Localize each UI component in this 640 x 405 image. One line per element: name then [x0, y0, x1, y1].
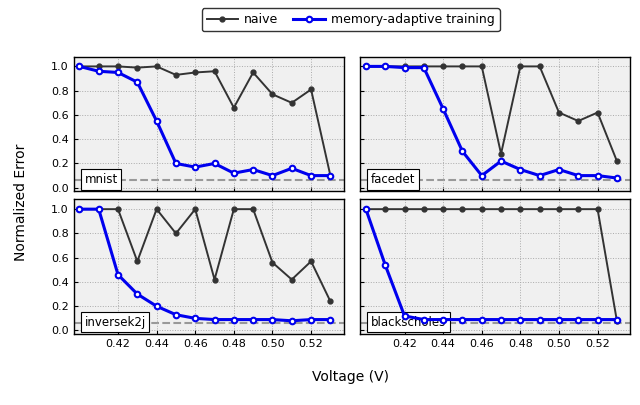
Text: facedet: facedet	[371, 173, 415, 186]
Legend: naive, memory-adaptive training: naive, memory-adaptive training	[202, 8, 500, 31]
Text: mnist: mnist	[84, 173, 118, 186]
Text: inversek2j: inversek2j	[84, 316, 146, 329]
Text: Normalized Error: Normalized Error	[14, 144, 28, 261]
Text: blackscholes: blackscholes	[371, 316, 446, 329]
Text: Voltage (V): Voltage (V)	[312, 370, 389, 384]
